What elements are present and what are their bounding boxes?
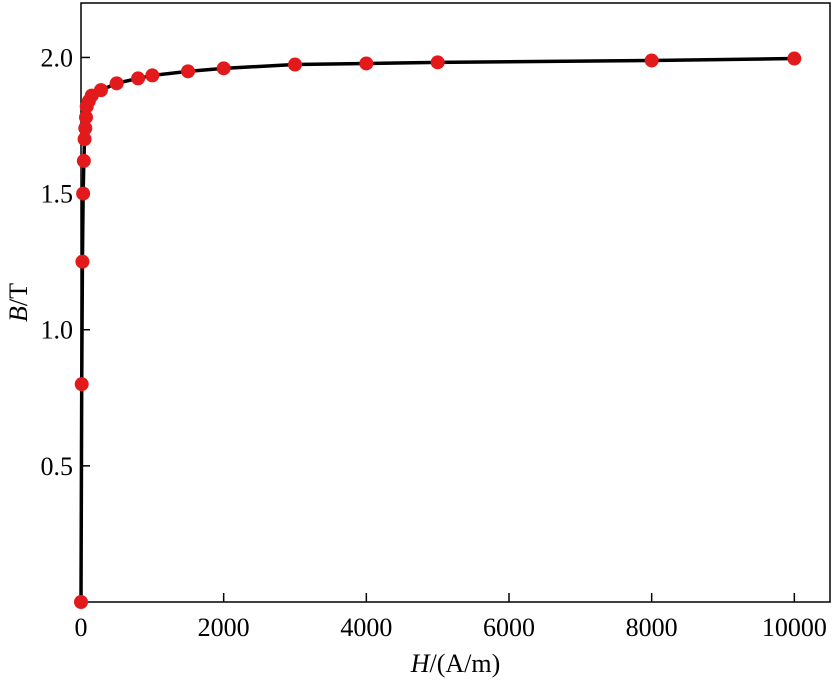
plot-frame <box>80 2 831 603</box>
data-point <box>430 55 445 70</box>
x-axis-label: H/(A/m) <box>410 649 501 678</box>
data-point <box>78 110 93 125</box>
data-point <box>75 254 90 269</box>
x-tick-label: 4000 <box>340 613 392 642</box>
data-point <box>109 76 124 91</box>
x-axis-label-symbol: H <box>410 649 431 678</box>
data-point <box>74 377 89 392</box>
data-point <box>787 51 802 66</box>
data-point <box>216 61 231 76</box>
y-axis-label-symbol: B <box>4 306 33 322</box>
y-tick-label: 2.0 <box>41 43 74 72</box>
data-point <box>145 68 160 83</box>
data-point <box>288 57 302 72</box>
data-point <box>359 56 374 71</box>
data-point <box>74 595 88 609</box>
data-point <box>131 71 146 86</box>
y-axis-label: B/T <box>4 283 33 322</box>
data-point <box>76 186 91 201</box>
y-tick-label: 1.0 <box>41 316 74 345</box>
data-point <box>77 132 92 147</box>
y-tick-label: 0.5 <box>41 452 74 481</box>
curve <box>79 56 795 603</box>
y-axis-label-unit: /T <box>4 283 33 306</box>
data-point <box>76 153 91 168</box>
y-tick-label: 1.5 <box>41 180 74 209</box>
data-point <box>78 121 93 136</box>
x-axis-label-unit: /(A/m) <box>430 649 501 678</box>
data-point <box>93 83 108 98</box>
x-tick-label: 10000 <box>762 613 827 642</box>
x-tick-label: 0 <box>75 613 88 642</box>
x-tick-label: 6000 <box>483 613 535 642</box>
x-tick-label: 8000 <box>626 613 678 642</box>
x-tick-label: 2000 <box>198 613 250 642</box>
data-point <box>181 64 195 79</box>
data-point <box>644 53 659 68</box>
